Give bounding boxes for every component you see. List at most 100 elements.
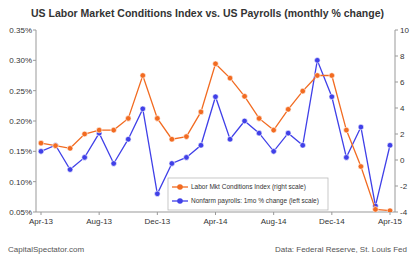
series-point	[125, 116, 131, 122]
y2-tick-label: 2	[400, 130, 405, 139]
series-point	[271, 127, 277, 133]
series-point	[155, 116, 161, 122]
series-point	[213, 94, 219, 100]
series-point	[271, 149, 277, 155]
series-line	[41, 60, 390, 206]
y2-tick-label: 8	[400, 52, 405, 61]
y2-tick	[395, 134, 398, 135]
series-point	[300, 88, 306, 94]
legend-box	[168, 178, 328, 210]
series-point	[242, 118, 248, 124]
y2-tick	[395, 186, 398, 187]
series-point	[387, 208, 393, 212]
series-point	[82, 131, 88, 137]
plot-area	[38, 58, 393, 212]
chart: US Labor Market Conditions Index vs. US …	[0, 0, 415, 260]
series-line	[41, 64, 390, 211]
x-tick	[157, 212, 158, 215]
y-tick	[33, 181, 36, 182]
series-point	[111, 161, 117, 167]
x-tick	[99, 212, 100, 215]
x-tick-label: Aug-13	[86, 217, 112, 226]
series-point	[140, 106, 146, 112]
x-tick-label: Dec-13	[144, 217, 170, 226]
x-tick-label: Apr-14	[203, 217, 228, 226]
series-point	[329, 94, 335, 100]
y2-tick-label: 6	[400, 78, 405, 87]
series-point	[184, 155, 190, 161]
series-point	[285, 130, 291, 136]
y-tick-label: 0.15%	[9, 147, 32, 156]
series-point	[358, 124, 364, 130]
y2-tick-label: -2	[400, 182, 408, 191]
series-point	[387, 142, 393, 148]
series-point	[358, 164, 364, 170]
y2-tick-label: 10	[400, 26, 409, 35]
legend-label: Labor Mkt Conditions Index (right scale)	[191, 183, 306, 191]
series-point	[140, 73, 146, 79]
annotation: CapitalSpectator.com	[8, 245, 84, 254]
series-point	[53, 143, 59, 149]
y2-tick	[395, 56, 398, 57]
y2-tick	[395, 160, 398, 161]
series-point	[314, 58, 320, 64]
y-tick	[33, 151, 36, 152]
y-tick	[33, 30, 36, 31]
y2-tick	[395, 108, 398, 109]
series-point	[184, 134, 190, 140]
series-point	[125, 136, 131, 142]
y2-tick-label: -4	[400, 208, 408, 217]
series-point	[169, 161, 175, 167]
series-point	[38, 140, 44, 146]
background	[0, 0, 415, 260]
y2-tick	[395, 30, 398, 31]
series-point	[256, 130, 262, 136]
y2-tick-label: 4	[400, 104, 405, 113]
y-tick-label: 0.10%	[9, 178, 32, 187]
series-point	[198, 109, 204, 115]
x-tick-label: Dec-14	[319, 217, 345, 226]
series-point	[213, 61, 219, 67]
series-point	[53, 142, 59, 148]
series-point	[67, 167, 73, 173]
series-point	[198, 142, 204, 148]
y2-tick	[395, 82, 398, 83]
y-tick-label: 0.35%	[9, 26, 32, 35]
legend-marker	[177, 198, 183, 204]
series-point	[285, 107, 291, 113]
series-point	[314, 73, 320, 79]
x-tick-label: Apr-15	[378, 217, 403, 226]
y-tick-label: 0.20%	[9, 117, 32, 126]
x-tick	[273, 212, 274, 215]
y-tick-label: 0.30%	[9, 56, 32, 65]
y-tick	[33, 60, 36, 61]
legend-marker	[177, 184, 183, 190]
series-point	[300, 142, 306, 148]
series-point	[155, 191, 161, 197]
y-tick-label: 0.25%	[9, 87, 32, 96]
legend-label: Nonfarm payrolls: 1mo % change (left sca…	[191, 197, 319, 205]
series-point	[227, 136, 233, 142]
series-point	[96, 127, 102, 133]
series-point	[67, 146, 73, 152]
series-point	[373, 207, 379, 212]
series-point	[242, 94, 248, 100]
legend: Labor Mkt Conditions Index (right scale)…	[168, 178, 328, 210]
y2-tick	[395, 212, 398, 213]
x-tick	[331, 212, 332, 215]
y-tick	[33, 212, 36, 213]
series-point	[329, 73, 335, 79]
series-point	[82, 155, 88, 161]
series-point	[256, 116, 262, 122]
y-tick-label: 0.05%	[9, 208, 32, 217]
series-point	[227, 75, 233, 81]
y-tick	[33, 121, 36, 122]
title: US Labor Market Conditions Index vs. US …	[31, 7, 384, 19]
series-point	[38, 149, 44, 155]
y-tick	[33, 90, 36, 91]
series-point	[111, 127, 117, 133]
x-tick-label: Aug-14	[261, 217, 287, 226]
y2-tick-label: 0	[400, 156, 405, 165]
x-tick	[41, 212, 42, 215]
x-tick-label: Apr-13	[29, 217, 54, 226]
